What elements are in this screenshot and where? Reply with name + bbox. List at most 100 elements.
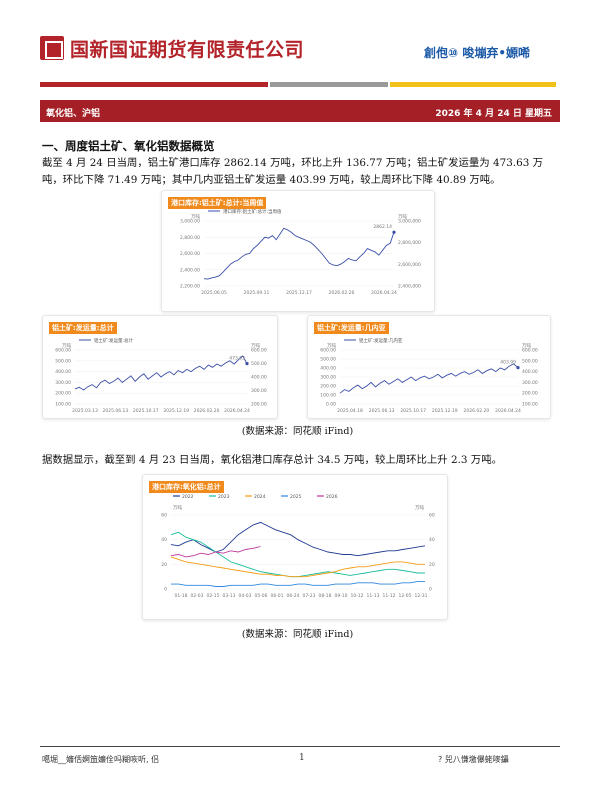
chart-2-unit-left: 万吨 — [327, 342, 336, 349]
chart-0-last-label: 2862.14 — [373, 224, 392, 230]
chart-2-y2tick: 100.00 — [522, 402, 538, 408]
chart-1-legend-label: 铝土矿:发运量:总计 — [94, 337, 134, 344]
chart-1-xtick: 2025.06.13 — [103, 408, 129, 414]
chart-2-legend-label: 铝土矿:发运量:几内亚 — [359, 337, 403, 344]
chart-bauxite-shipment-total: 铝土矿:发运量:总计 万吨 万吨 600.00 500.00 400.00 300.00 20… — [42, 315, 278, 419]
chart-1-y2tick: 500.00 — [251, 361, 267, 367]
chart-1-ytick: 200.00 — [55, 391, 71, 397]
chart-2-last-label: 403.99 — [500, 360, 516, 366]
chart-3-y2tick: 0 — [429, 587, 432, 593]
chart-3-xtick: 07-23 — [302, 593, 315, 599]
chart-0-y2tick: 2,800,000 — [398, 240, 421, 246]
header-stripe-yellow — [390, 82, 556, 87]
chart-3-xtick: 05-06 — [254, 593, 267, 599]
product-tag: 氧化铝、沪铝 — [46, 109, 101, 119]
chart-1-last-label: 473.63 — [229, 356, 245, 362]
chart-1-unit-left: 万吨 — [62, 342, 71, 349]
section-heading: 一、周度铝土矿、氧化铝数据概览 — [42, 139, 215, 153]
chart-0-ytick: 2,800.00 — [180, 235, 200, 241]
data-source-caption: (数据来源：同花顺 iFind) — [241, 426, 354, 437]
chart-1-y2tick: 400.00 — [251, 375, 267, 381]
chart-3-xtick: 11-13 — [366, 593, 379, 599]
footer-right-text: ? 兕八慊墽儤蛯嘜鑷 — [438, 755, 509, 764]
chart-3-ytick: 0 — [164, 587, 167, 593]
chart-0-legend-label: 港口库存:铝土矿:总计:当周值 — [223, 208, 282, 215]
chart-2-ytick: 600.00 — [320, 348, 336, 354]
chart-1-ytick: 100.00 — [55, 402, 71, 408]
paragraph-alumina: 据数据显示，截至到 4 月 23 日当周，氧化铝港口库存总计 34.5 万吨，较… — [42, 454, 502, 466]
chart-1-ytick: 500.00 — [55, 358, 71, 364]
chart-2-ytick: 200.00 — [320, 384, 336, 390]
chart-0-last-point — [392, 230, 396, 234]
chart-3-series-line-2026 — [170, 546, 261, 558]
chart-3-legend-label: 2025 — [290, 494, 302, 500]
chart-0-xtick: 2025.12.17 — [286, 290, 312, 296]
chart-3-legend-label: 2024 — [254, 494, 266, 500]
chart-3-xtick: 04-03 — [238, 593, 251, 599]
chart-1-last-point — [245, 362, 249, 366]
chart-2-ytick: 500.00 — [320, 357, 336, 363]
chart-3-unit-right: 万吨 — [415, 504, 424, 511]
chart-0-unit-right: 万吨 — [398, 213, 407, 220]
chart-0-ytick: 2,600.00 — [180, 251, 200, 257]
report-date: 2026 年 4 月 24 日 星期五 — [435, 109, 552, 119]
footer-left-text: 噶堀__嬸佸婀笽嬚佺吗糊咴听, 侣 — [42, 755, 160, 764]
page-number: 1 — [299, 753, 305, 763]
chart-3-unit-left: 万吨 — [173, 504, 182, 511]
chart-bauxite-port-stock: 港口库存:铝土矿:总计:当周值 万吨 万吨 3,000.00 2,800.00 2,600… — [161, 190, 435, 312]
chart-3-ytick: 20 — [161, 562, 167, 568]
chart-3-y2tick: 60 — [429, 513, 435, 519]
chart-1-title: 铝土矿:发运量:总计 — [49, 322, 117, 334]
chart-0-y2tick: 3,000,000 — [398, 219, 421, 225]
chart-3-title: 港口库存:氧化铝:总计 — [149, 481, 224, 493]
chart-3-xtick: 12-31 — [414, 593, 427, 599]
chart-1-xtick: 2026.02.20 — [194, 408, 220, 414]
chart-1-ytick: 300.00 — [55, 380, 71, 386]
chart-0-xtick: 2026.02.26 — [329, 290, 355, 296]
data-source-caption-2: (数据来源：同花顺 iFind) — [241, 629, 354, 640]
chart-3-xtick: 06-01 — [270, 593, 283, 599]
chart-2-unit-right: 万吨 — [522, 342, 531, 349]
chart-2-title: 铝土矿:发运量:几内亚 — [314, 322, 389, 334]
chart-3-legend-label: 2026 — [326, 494, 338, 500]
chart-1-y2tick: 300.00 — [251, 388, 267, 394]
header-slogan: 創佨⑩ 唆塴弃•嫄唏 — [424, 46, 531, 60]
chart-1-y2tick: 600.00 — [251, 348, 267, 354]
chart-1-unit-right: 万吨 — [251, 342, 260, 349]
chart-3-xtick: 12-05 — [398, 593, 411, 599]
chart-3-series-line-2024 — [170, 556, 425, 578]
chart-2-xtick: 2025.10.17 — [400, 408, 426, 414]
chart-3-xtick: 02-15 — [206, 593, 219, 599]
chart-3-legend-label: 2022 — [182, 494, 194, 500]
company-name: 国新国证期货有限责任公司 — [70, 39, 305, 61]
chart-3-series-line-2025 — [171, 581, 425, 587]
chart-3-xtick: 10-12 — [350, 593, 363, 599]
chart-3-xtick: 08-18 — [318, 593, 331, 599]
footer-divider — [40, 746, 560, 747]
chart-1-ytick: 400.00 — [55, 369, 71, 375]
chart-2-ytick: 100.00 — [320, 393, 336, 399]
chart-3-ytick: 40 — [161, 537, 167, 543]
chart-2-y2tick: 600.00 — [522, 348, 538, 354]
chart-3-xtick: 06-24 — [286, 593, 299, 599]
company-logo — [40, 36, 64, 60]
chart-0-y2tick: 2,600,000 — [398, 262, 421, 268]
chart-0-xtick: 2026.04.24 — [371, 290, 397, 296]
chart-alumina-port-stock: 2022 2023 2024 2025 2026 万吨 万吨 60 40 20 0 60 40 20 0 01… — [142, 474, 448, 620]
chart-1-xtick: 2026.04.24 — [224, 408, 250, 414]
chart-3-y2tick: 20 — [429, 562, 435, 568]
chart-0-xtick: 2025.06.05 — [201, 290, 227, 296]
chart-2-y2tick: 300.00 — [522, 380, 538, 386]
chart-0-title: 港口库存:铝土矿:总计:当周值 — [168, 197, 267, 209]
chart-2-series-line — [339, 363, 519, 394]
chart-2-y2tick: 400.00 — [522, 369, 538, 375]
chart-3-legend-label: 2023 — [218, 494, 230, 500]
chart-3-xtick: 01-18 — [174, 593, 187, 599]
chart-3-y2tick: 40 — [429, 537, 435, 543]
chart-2-ytick: 0.00 — [326, 402, 336, 408]
product-date-bar: 氧化铝、沪铝 2026 年 4 月 24 日 星期五 — [40, 100, 560, 122]
chart-0-series-line — [203, 227, 395, 280]
chart-2-last-point — [516, 366, 520, 370]
